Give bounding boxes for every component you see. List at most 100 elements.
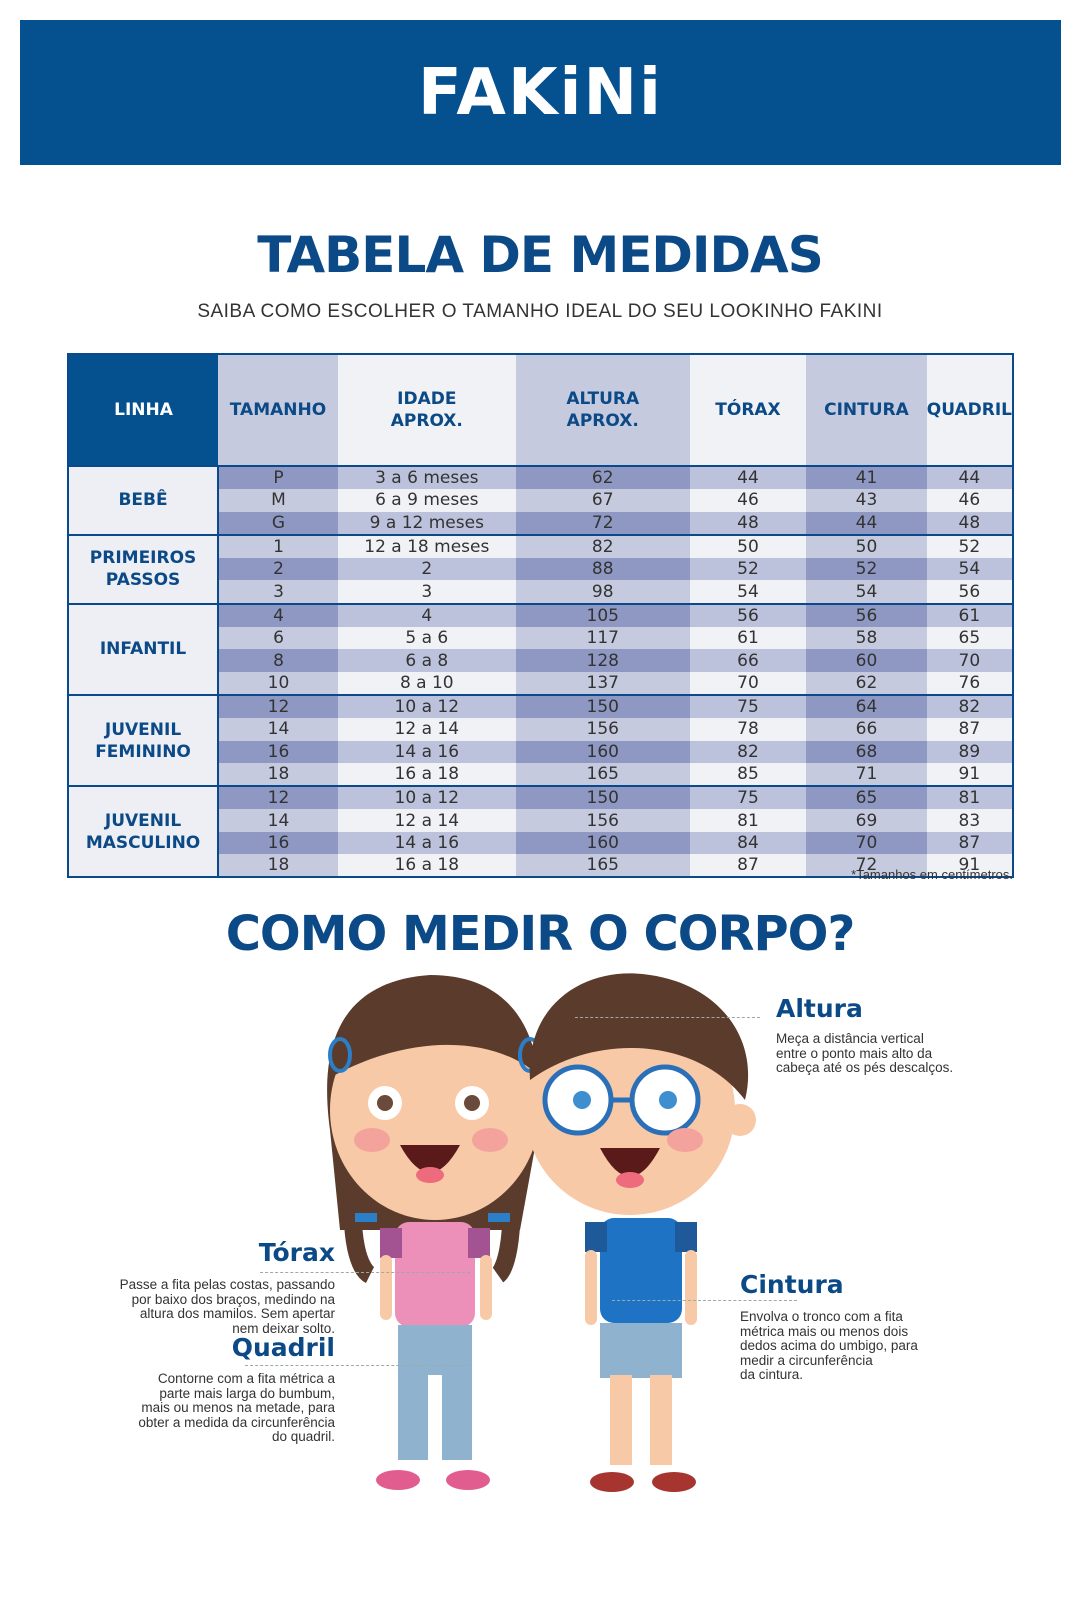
table-cell: 72 xyxy=(515,511,690,535)
quadril-title: Quadril xyxy=(231,1333,335,1362)
table-cell: 85 xyxy=(689,762,807,787)
group-label: JUVENIL FEMININO xyxy=(68,693,220,787)
page-subtitle: SAIBA COMO ESCOLHER O TAMANHO IDEAL DO S… xyxy=(197,301,883,322)
table-cell: 14 xyxy=(218,718,338,741)
group-label: INFANTIL xyxy=(68,602,220,695)
table-cell: 6 a 8 xyxy=(337,649,516,672)
table-cell: 82 xyxy=(689,740,807,763)
table-cell: 10 xyxy=(218,671,338,695)
table-cell: 16 xyxy=(218,740,338,763)
group-label: PRIMEIROS PASSOS xyxy=(68,533,220,604)
table-cell: 65 xyxy=(806,785,927,810)
table-cell: 44 xyxy=(926,464,1013,490)
cintura-text: Envolva o tronco com a fita métrica mais … xyxy=(740,1309,918,1382)
table-cell: 62 xyxy=(806,671,927,695)
brand-header: FAKiNi xyxy=(20,20,1061,165)
table-cell: 137 xyxy=(515,671,690,695)
torax-title: Tórax xyxy=(258,1238,335,1267)
table-cell: 76 xyxy=(926,671,1013,695)
table-cell: M xyxy=(218,489,338,512)
table-cell: 43 xyxy=(806,489,927,512)
table-cell: 12 a 18 meses xyxy=(337,533,516,559)
table-cell: 75 xyxy=(689,785,807,810)
table-cell: 1 xyxy=(218,533,338,559)
table-cell: 12 xyxy=(218,693,338,719)
table-cell: 12 a 14 xyxy=(337,718,516,741)
table-cell: 81 xyxy=(926,785,1013,810)
table-cell: 150 xyxy=(515,785,690,810)
table-cell: 2 xyxy=(337,558,516,581)
table-cell: 3 a 6 meses xyxy=(337,464,516,490)
page-title: TABELA DE MEDIDAS xyxy=(257,226,823,284)
table-cell: 46 xyxy=(926,489,1013,512)
table-cell: 87 xyxy=(926,831,1013,855)
table-cell: 56 xyxy=(806,602,927,628)
table-cell: 16 a 18 xyxy=(337,854,516,878)
table-cell: 61 xyxy=(926,602,1013,628)
table-cell: 18 xyxy=(218,762,338,787)
table-cell: 48 xyxy=(689,511,807,535)
table-cell: 8 xyxy=(218,649,338,672)
table-row: INFANTIL 4 4 105 56 56 61 xyxy=(68,602,1013,695)
col-header-altura: ALTURA APROX. xyxy=(515,354,690,466)
table-cell: 91 xyxy=(926,762,1013,787)
table-cell: 117 xyxy=(515,627,690,650)
table-cell: 156 xyxy=(515,718,690,741)
table-cell: 160 xyxy=(515,740,690,763)
table-cell: 48 xyxy=(926,511,1013,535)
col-header-torax: TÓRAX xyxy=(689,354,807,466)
table-cell: 61 xyxy=(689,627,807,650)
table-cell: 54 xyxy=(926,558,1013,581)
table-cell: 65 xyxy=(926,627,1013,650)
table-cell: 89 xyxy=(926,740,1013,763)
table-row: 14 12 a 14 156 78 66 87 xyxy=(68,718,1013,741)
table-cell: 52 xyxy=(689,558,807,581)
table-cell: 81 xyxy=(689,809,807,832)
col-header-linha: LINHA xyxy=(68,354,219,466)
table-cell: 78 xyxy=(689,718,807,741)
table-cell: 3 xyxy=(218,580,338,604)
table-cell: 5 a 6 xyxy=(337,627,516,650)
table-cell: G xyxy=(218,511,338,535)
table-cell: 16 xyxy=(218,831,338,855)
table-cell: 18 xyxy=(218,854,338,878)
col-header-quadril: QUADRIL xyxy=(926,354,1013,466)
table-row: 18 16 a 18 165 85 71 91 xyxy=(68,762,1013,787)
group-label: BEBÊ xyxy=(68,465,220,535)
table-cell: 82 xyxy=(515,533,690,559)
table-cell: 54 xyxy=(689,580,807,604)
table-cell: 87 xyxy=(926,718,1013,741)
table-cell: 160 xyxy=(515,831,690,855)
table-cell: 10 a 12 xyxy=(337,785,516,810)
altura-title: Altura xyxy=(776,994,863,1023)
table-cell: 10 a 12 xyxy=(337,693,516,719)
table-cell: 156 xyxy=(515,809,690,832)
table-cell: 72 xyxy=(806,854,927,878)
table-cell: 82 xyxy=(926,693,1013,719)
brand-logo: FAKiNi xyxy=(418,55,663,130)
table-cell: 12 a 14 xyxy=(337,809,516,832)
group-label: JUVENIL MASCULINO xyxy=(68,785,220,878)
col-header-idade: IDADE APROX. xyxy=(337,354,516,466)
table-cell: 75 xyxy=(689,693,807,719)
table-row: 10 8 a 10 137 70 62 76 xyxy=(68,671,1013,695)
table-cell: 98 xyxy=(515,580,690,604)
table-cell: 84 xyxy=(689,831,807,855)
altura-text: Meça a distância vertical entre o ponto m… xyxy=(776,1031,954,1075)
quadril-text: Contorne com a fita métrica a parte mais … xyxy=(138,1371,335,1444)
table-cell: 54 xyxy=(806,580,927,604)
table-cell: 52 xyxy=(926,533,1013,559)
table-cell: 62 xyxy=(515,464,690,490)
table-cell: 52 xyxy=(806,558,927,581)
table-cell: 105 xyxy=(515,602,690,628)
table-cell: 69 xyxy=(806,809,927,832)
table-cell: 41 xyxy=(806,464,927,490)
table-cell: 70 xyxy=(689,671,807,695)
table-cell: 70 xyxy=(806,831,927,855)
table-row: JUVENIL MASCULINO 12 10 a 12 150 75 65 81 xyxy=(68,785,1013,878)
table-cell: 83 xyxy=(926,809,1013,832)
boy-figure xyxy=(525,973,756,1492)
